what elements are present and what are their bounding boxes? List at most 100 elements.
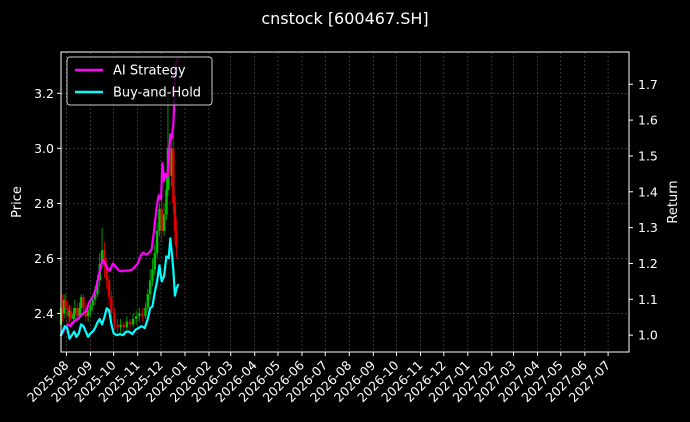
candlestick — [153, 244, 156, 275]
candle-body — [62, 299, 66, 314]
candlestick — [69, 305, 73, 325]
x-axis: 2025-082025-092025-102025-112025-122026-… — [24, 352, 613, 405]
candle-body — [72, 313, 75, 319]
candlestick — [73, 299, 77, 319]
candlestick — [172, 134, 175, 215]
candle-body — [119, 324, 122, 328]
candlestick — [160, 195, 163, 242]
candlestick — [103, 241, 106, 278]
candlestick — [66, 302, 70, 325]
candle-body — [141, 313, 144, 317]
plot-frame — [60, 51, 630, 353]
candlestick — [141, 307, 144, 322]
candlestick — [79, 294, 83, 314]
candle-body — [105, 266, 108, 281]
candlestick — [146, 288, 149, 311]
candle-body — [96, 280, 99, 295]
candlestick — [134, 310, 138, 325]
y-axis-left: 2.4 2.6 2.8 3.0 3.2 — [34, 86, 61, 321]
candle-body — [116, 324, 119, 328]
y-right-tick-label: 1.0 — [638, 328, 658, 343]
y-left-tick-label: 3.2 — [34, 86, 54, 101]
candle-body — [61, 307, 64, 314]
candle-body — [170, 148, 174, 176]
candle-body — [125, 321, 129, 328]
candle-body — [93, 294, 97, 300]
candle-body — [146, 294, 149, 308]
candle-body — [122, 324, 125, 328]
candle-body — [107, 280, 111, 297]
chart-title: cnstock [600467.SH] — [261, 9, 428, 28]
candlestick — [155, 222, 159, 259]
candlestick — [64, 294, 67, 317]
candle-body — [69, 310, 73, 319]
candle-body — [73, 307, 77, 314]
candle-body — [131, 318, 135, 325]
candlestick — [125, 316, 129, 330]
y-axis-left-title: Price — [10, 186, 25, 218]
y-left-tick-label: 2.8 — [34, 196, 54, 211]
candlestick — [61, 294, 64, 322]
candlestick — [162, 203, 166, 237]
legend-box — [66, 56, 213, 106]
y-right-tick-label: 1.3 — [638, 220, 658, 235]
legend-label-ai-strategy: AI Strategy — [113, 64, 186, 79]
y-left-tick-label: 2.6 — [34, 251, 54, 266]
candlestick — [131, 313, 135, 328]
candlestick — [107, 274, 111, 306]
y-right-tick-label: 1.6 — [638, 113, 658, 128]
y-axis-right-title: Return — [666, 180, 681, 223]
candle-body — [110, 296, 113, 314]
candlestick — [175, 217, 178, 259]
y-right-tick-label: 1.5 — [638, 148, 658, 163]
candle-body — [148, 280, 152, 295]
y-axis-right: 1.0 1.1 1.2 1.3 1.4 1.5 1.6 1.7 — [629, 77, 658, 343]
candle-body — [155, 230, 159, 253]
candle-body — [160, 208, 163, 231]
candlestick — [138, 307, 141, 322]
candle-body — [66, 307, 70, 317]
series-lines — [59, 58, 180, 340]
candlestick — [170, 134, 174, 187]
candle-body — [144, 307, 147, 317]
candlestick — [119, 318, 122, 333]
y-right-tick-label: 1.7 — [638, 77, 658, 92]
candlestick — [113, 307, 116, 330]
y-right-tick-label: 1.4 — [638, 184, 658, 199]
y-right-tick-label: 1.2 — [638, 256, 658, 271]
candle-body — [89, 305, 92, 311]
candlesticks — [59, 93, 178, 333]
candle-body — [173, 203, 177, 231]
candlestick — [158, 203, 161, 237]
candlestick — [110, 291, 113, 322]
candle-body — [175, 230, 178, 248]
candle-body — [82, 296, 85, 308]
candle-body — [134, 316, 138, 319]
candle-body — [79, 296, 83, 308]
candlestick — [144, 302, 147, 319]
candle-body — [78, 307, 81, 317]
legend-label-buy-and-hold: Buy-and-Hold — [113, 86, 201, 101]
candlestick — [116, 318, 119, 333]
candlestick — [165, 175, 168, 220]
candle-body — [151, 269, 154, 281]
legend: AI Strategy Buy-and-Hold — [66, 56, 213, 106]
candlestick — [105, 258, 108, 289]
candle-body — [162, 214, 166, 231]
candlestick — [122, 321, 125, 333]
candle-body — [103, 250, 106, 267]
candle-body — [86, 310, 90, 317]
series-line-ai-strategy — [59, 58, 180, 337]
candle-body — [91, 299, 94, 306]
candle-body — [128, 321, 132, 325]
candlestick — [128, 318, 132, 330]
candle-body — [165, 189, 168, 215]
y-right-tick-label: 1.1 — [638, 292, 658, 307]
candle-body — [113, 313, 116, 325]
y-left-tick-label: 2.4 — [34, 306, 54, 321]
candlestick — [148, 269, 152, 300]
candle-body — [138, 313, 141, 317]
candlestick — [173, 195, 177, 245]
series-line-buy-and-hold — [59, 237, 180, 340]
